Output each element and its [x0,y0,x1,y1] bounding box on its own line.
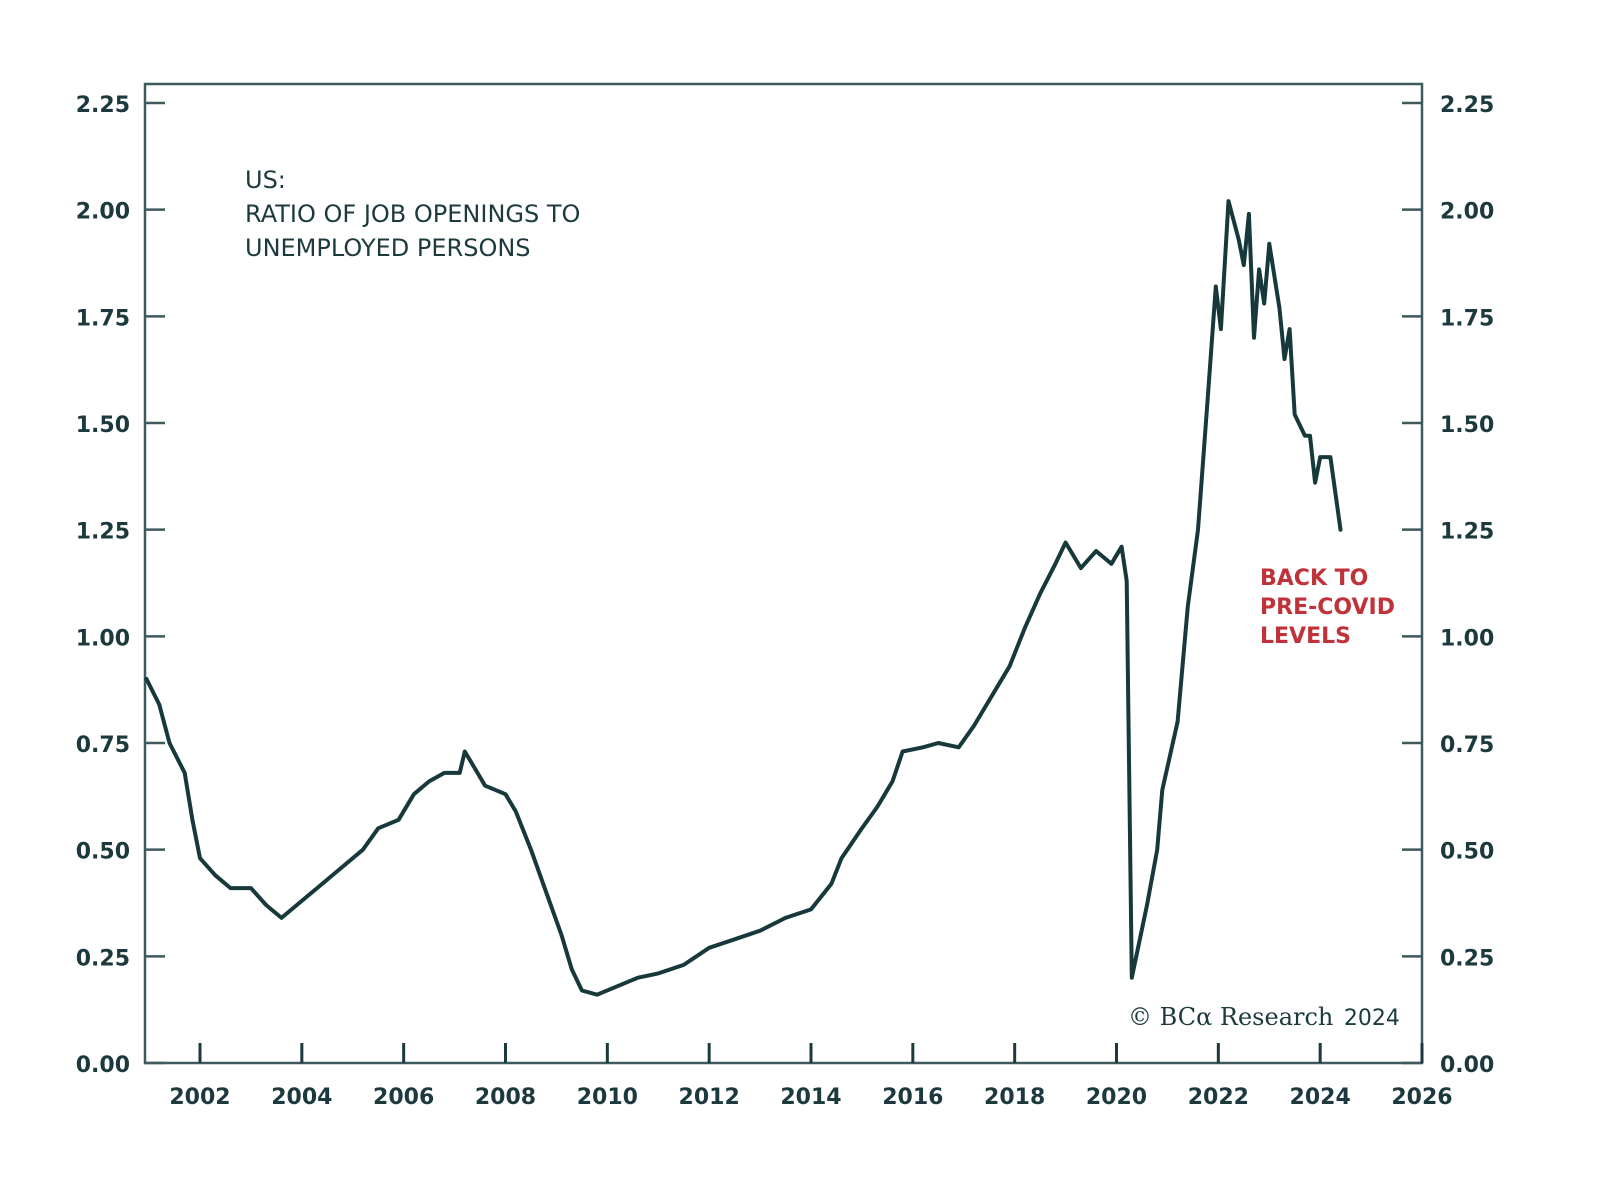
x-tick-label: 2018 [984,1085,1045,1110]
y-tick-label-right: 1.00 [1440,626,1494,651]
y-tick-label-right: 0.25 [1440,946,1494,971]
chart-subtitle-line-2: UNEMPLOYED PERSONS [245,234,531,262]
y-tick-label-right: 2.25 [1440,93,1494,118]
y-tick-label-left: 0.00 [76,1053,130,1078]
tick-labels: 0.00 0.00 0.25 0.25 0.50 0.50 0.75 0.75 1.00 1.00… [76,93,1495,1110]
ticks [145,101,1424,1065]
y-tick-label-left: 0.75 [76,733,130,758]
credit-brand: © BCα Research [1128,1003,1333,1031]
y-tick-label-left: 2.00 [76,200,130,225]
x-tick-label: 2012 [679,1085,740,1110]
x-tick-label: 2022 [1188,1085,1249,1110]
y-tick-label-right: 0.00 [1440,1053,1494,1078]
plot-frame [143,82,1424,1065]
x-tick-label: 2008 [475,1085,536,1110]
x-tick-label: 2024 [1290,1085,1351,1110]
annotation-line-1: BACK TO [1260,566,1368,591]
y-tick-label-right: 1.25 [1440,520,1494,545]
y-tick-label-left: 1.25 [76,520,130,545]
y-tick-label-left: 2.25 [76,93,130,118]
y-tick-label-left: 1.75 [76,306,130,331]
x-tick-label: 2016 [882,1085,943,1110]
y-tick-label-right: 1.75 [1440,306,1494,331]
y-tick-label-right: 0.50 [1440,840,1494,865]
x-tick-label: 2010 [577,1085,638,1110]
y-tick-label-right: 0.75 [1440,733,1494,758]
annotation-line-2: PRE-COVID [1260,595,1395,620]
chart-subtitle-line-1: RATIO OF JOB OPENINGS TO [245,200,580,228]
y-tick-label-left: 1.50 [76,413,130,438]
axes [143,82,1424,1065]
series-line-job-openings-ratio [144,199,1343,997]
y-tick-label-left: 1.00 [76,626,130,651]
annotation-line-3: LEVELS [1260,624,1351,649]
y-tick-label-left: 0.50 [76,840,130,865]
y-tick-label-left: 0.25 [76,946,130,971]
y-tick-label-right: 1.50 [1440,413,1494,438]
chart-title: US: [245,166,286,194]
x-tick-label: 2002 [169,1085,230,1110]
x-tick-label: 2026 [1391,1085,1452,1110]
credit: © BCα Research 2024 [1128,1003,1400,1031]
y-tick-label-right: 2.00 [1440,200,1494,225]
x-tick-label: 2014 [780,1085,841,1110]
credit-year: 2024 [1344,1006,1400,1031]
x-tick-label: 2006 [373,1085,434,1110]
x-tick-label: 2004 [271,1085,332,1110]
x-tick-label: 2020 [1086,1085,1147,1110]
